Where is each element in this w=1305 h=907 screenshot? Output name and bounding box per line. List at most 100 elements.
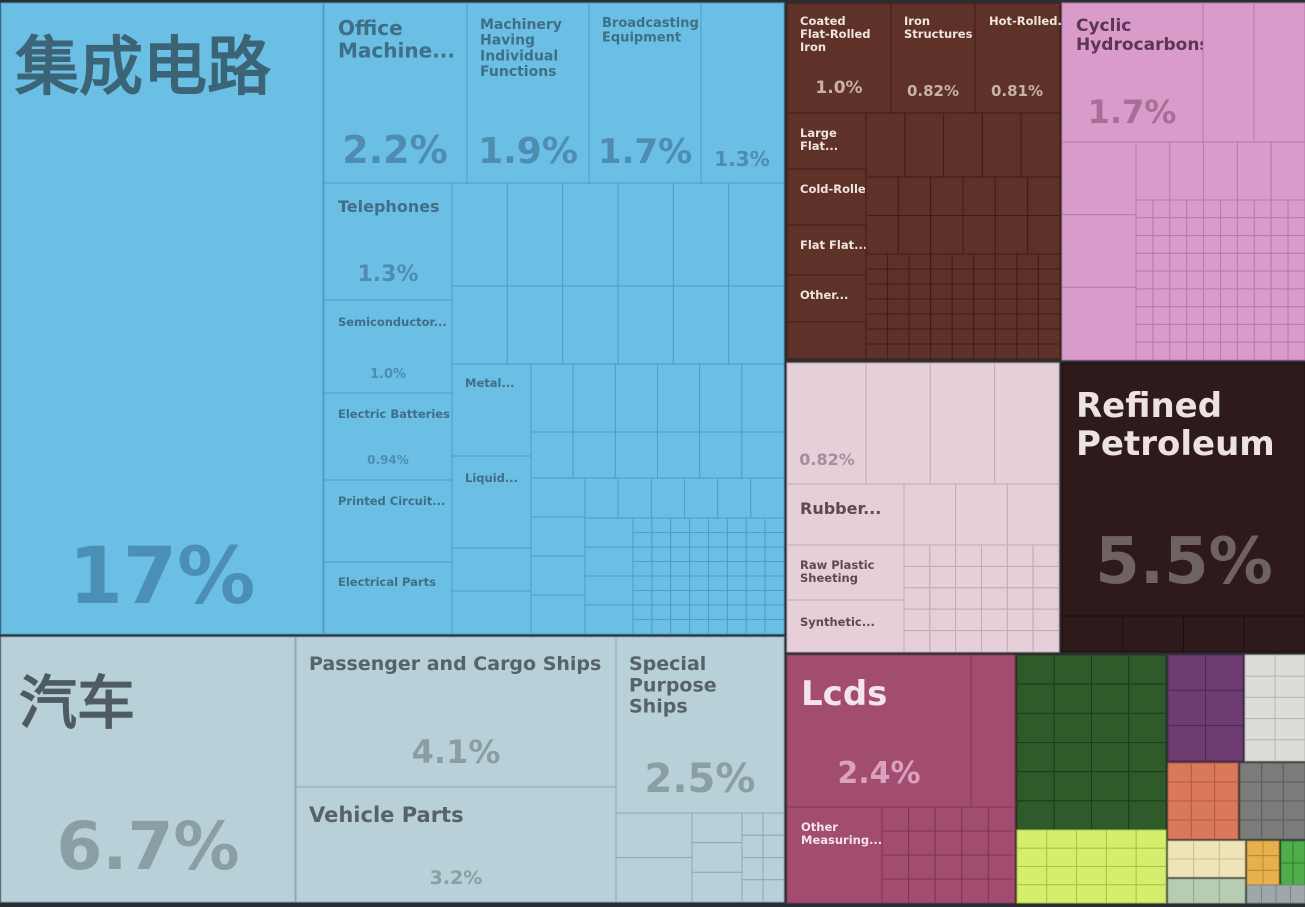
treemap-cell-chemicals[interactable] bbox=[1287, 341, 1305, 361]
treemap-cell-metals[interactable] bbox=[951, 298, 975, 315]
treemap-cell-machines[interactable] bbox=[651, 517, 672, 533]
treemap-cell-footwear[interactable] bbox=[1135, 884, 1167, 904]
treemap-cell-machines[interactable] bbox=[670, 517, 691, 533]
treemap-cell-machines[interactable] bbox=[728, 182, 785, 287]
treemap-cell-metals[interactable] bbox=[994, 253, 1018, 270]
treemap-cell-misc[interactable] bbox=[1190, 762, 1216, 783]
treemap-cell-transport[interactable] bbox=[741, 812, 764, 836]
treemap-cell-metals[interactable] bbox=[962, 215, 996, 255]
treemap-cell-machines[interactable] bbox=[764, 619, 785, 635]
treemap-cell-machines[interactable] bbox=[726, 619, 747, 635]
treemap-cell-metals[interactable] bbox=[951, 283, 975, 300]
treemap-cell-textiles[interactable] bbox=[1053, 742, 1092, 773]
treemap-cell-chemicals[interactable] bbox=[1236, 323, 1255, 343]
treemap-tile-vehicle_parts[interactable] bbox=[295, 786, 617, 903]
treemap-cell-metals[interactable] bbox=[930, 298, 953, 315]
treemap-cell-chemicals[interactable] bbox=[1186, 217, 1205, 237]
treemap-cell-instruments[interactable] bbox=[987, 878, 1016, 904]
treemap-cell-machines[interactable] bbox=[689, 604, 709, 620]
treemap-cell-machines[interactable] bbox=[651, 590, 672, 606]
treemap-cell-transport[interactable] bbox=[691, 812, 743, 844]
treemap-cell-machines[interactable] bbox=[572, 363, 616, 433]
treemap-cell-machines[interactable] bbox=[689, 590, 709, 606]
treemap-cell-chemicals[interactable] bbox=[1186, 235, 1205, 254]
treemap-cell-instruments[interactable] bbox=[881, 878, 910, 904]
treemap-cell-chemicals[interactable] bbox=[1169, 288, 1188, 308]
treemap-cell-machines[interactable] bbox=[708, 619, 728, 635]
treemap-cell-misc[interactable] bbox=[1214, 762, 1239, 783]
treemap-cell-machines[interactable] bbox=[764, 532, 785, 548]
treemap-cell-textiles[interactable] bbox=[1128, 771, 1167, 802]
treemap-tile-batteries[interactable] bbox=[323, 392, 453, 481]
treemap-cell-textiles[interactable] bbox=[1091, 683, 1130, 714]
treemap-cell-machines[interactable] bbox=[632, 604, 653, 620]
treemap-cell-instruments[interactable] bbox=[934, 830, 963, 856]
treemap-cell-misc[interactable] bbox=[1218, 858, 1246, 878]
treemap-cell-machines[interactable] bbox=[717, 477, 752, 519]
treemap-cell-textiles[interactable] bbox=[1016, 712, 1055, 743]
treemap-cell-chemicals[interactable] bbox=[1152, 252, 1171, 272]
treemap-cell-misc[interactable] bbox=[1190, 819, 1216, 840]
treemap-cell-chemicals[interactable] bbox=[1169, 199, 1188, 219]
treemap-cell-metals[interactable] bbox=[908, 313, 932, 330]
treemap-cell-misc[interactable] bbox=[1261, 781, 1284, 802]
treemap-cell-metals[interactable] bbox=[1037, 298, 1061, 315]
treemap-cell-chemicals[interactable] bbox=[1202, 2, 1255, 143]
treemap-cell-transport[interactable] bbox=[762, 879, 785, 903]
treemap-cell-misc[interactable] bbox=[1280, 862, 1294, 886]
treemap-cell-machines[interactable] bbox=[708, 561, 728, 577]
treemap-cell-misc[interactable] bbox=[1167, 781, 1192, 802]
treemap-cell-chemicals[interactable] bbox=[1169, 306, 1188, 325]
treemap-cell-instruments[interactable] bbox=[908, 806, 936, 832]
treemap-cell-chemicals[interactable] bbox=[1152, 341, 1171, 361]
treemap-cell-chemicals[interactable] bbox=[1135, 199, 1154, 219]
treemap-cell-instruments[interactable] bbox=[961, 854, 989, 880]
treemap-cell-chemicals[interactable] bbox=[1135, 270, 1154, 290]
treemap-cell-misc[interactable] bbox=[1246, 840, 1264, 857]
treemap-cell-chemicals[interactable] bbox=[1236, 341, 1255, 361]
treemap-cell-instruments[interactable] bbox=[961, 878, 989, 904]
treemap-cell-textiles[interactable] bbox=[1128, 654, 1167, 685]
treemap-cell-instruments[interactable] bbox=[934, 878, 963, 904]
treemap-cell-instruments[interactable] bbox=[881, 806, 910, 832]
treemap-cell-misc[interactable] bbox=[1193, 840, 1220, 860]
treemap-cell-chemicals[interactable] bbox=[1253, 270, 1272, 290]
treemap-cell-chemicals[interactable] bbox=[1236, 306, 1255, 325]
treemap-cell-chemicals[interactable] bbox=[1253, 235, 1272, 254]
treemap-cell-chemicals[interactable] bbox=[1270, 341, 1289, 361]
treemap-cell-machines[interactable] bbox=[726, 532, 747, 548]
treemap-cell-chemicals[interactable] bbox=[1169, 270, 1188, 290]
treemap-cell-metals[interactable] bbox=[908, 298, 932, 315]
treemap-cell-plastics[interactable] bbox=[903, 544, 931, 567]
treemap-cell-machines[interactable] bbox=[670, 546, 691, 562]
treemap-cell-machines[interactable] bbox=[651, 604, 672, 620]
treemap-cell-plastics[interactable] bbox=[1006, 565, 1034, 589]
treemap-cell-chemicals[interactable] bbox=[1236, 217, 1255, 237]
treemap-cell-mineral[interactable] bbox=[1243, 615, 1305, 653]
treemap-cell-machines[interactable] bbox=[741, 363, 785, 433]
treemap-cell-metals[interactable] bbox=[887, 313, 910, 330]
treemap-cell-footwear[interactable] bbox=[1076, 866, 1107, 886]
treemap-cell-machines[interactable] bbox=[764, 575, 785, 591]
treemap-tile-machinery[interactable] bbox=[466, 2, 590, 184]
treemap-cell-machines[interactable] bbox=[689, 619, 709, 635]
treemap-cell-chemicals[interactable] bbox=[1236, 252, 1255, 272]
treemap-cell-metals[interactable] bbox=[1037, 343, 1061, 360]
treemap-cell-machines[interactable] bbox=[699, 431, 743, 479]
treemap-cell-textiles[interactable] bbox=[1091, 771, 1130, 802]
treemap-cell-metals[interactable] bbox=[1016, 313, 1039, 330]
treemap-cell-chemicals[interactable] bbox=[1203, 141, 1238, 201]
treemap-cell-machines[interactable] bbox=[708, 532, 728, 548]
treemap-cell-machines[interactable] bbox=[708, 590, 728, 606]
treemap-cell-machines[interactable] bbox=[451, 182, 508, 287]
treemap-cell-misc[interactable] bbox=[1282, 819, 1305, 840]
treemap-cell-chemicals[interactable] bbox=[1169, 341, 1188, 361]
treemap-cell-machines[interactable] bbox=[617, 182, 674, 287]
treemap-cell-chemicals[interactable] bbox=[1061, 286, 1137, 361]
treemap-cell-misc[interactable] bbox=[1261, 884, 1277, 904]
treemap-cell-machines[interactable] bbox=[632, 619, 653, 635]
treemap-cell-metals[interactable] bbox=[887, 283, 910, 300]
treemap-cell-machines[interactable] bbox=[764, 590, 785, 606]
treemap-cell-metals[interactable] bbox=[887, 268, 910, 285]
treemap-cell-chemicals[interactable] bbox=[1270, 288, 1289, 308]
